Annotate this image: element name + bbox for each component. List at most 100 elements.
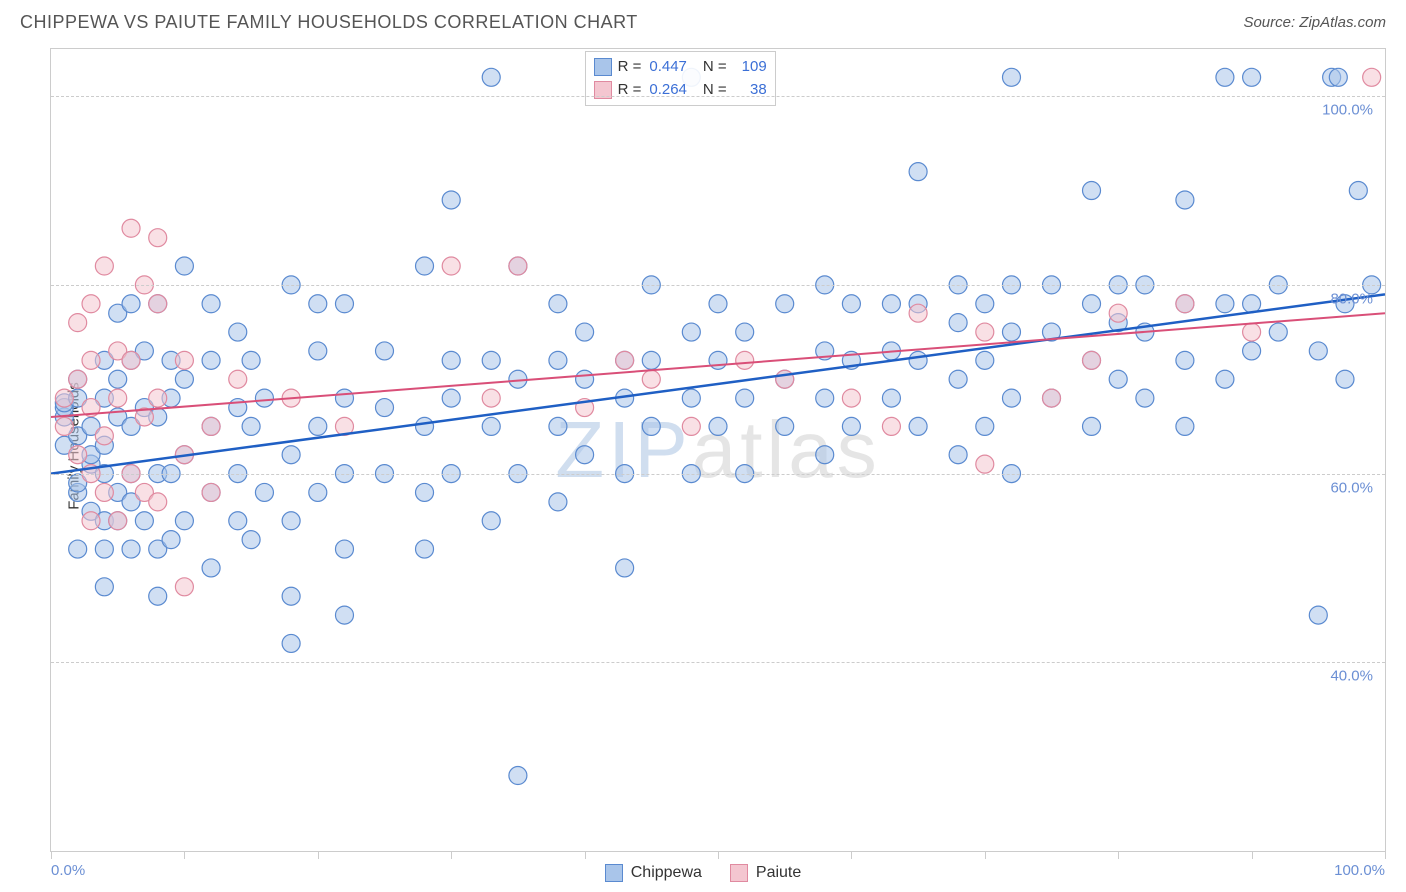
series-legend-item: Paiute bbox=[730, 864, 801, 882]
data-point bbox=[69, 370, 87, 388]
data-point bbox=[335, 295, 353, 313]
x-tick bbox=[1118, 851, 1119, 859]
data-point bbox=[229, 512, 247, 530]
data-point bbox=[175, 257, 193, 275]
data-point bbox=[442, 351, 460, 369]
data-point bbox=[1243, 342, 1261, 360]
data-point bbox=[909, 417, 927, 435]
data-point bbox=[1109, 370, 1127, 388]
data-point bbox=[376, 399, 394, 417]
data-point bbox=[162, 531, 180, 549]
data-point bbox=[1083, 417, 1101, 435]
data-point bbox=[482, 417, 500, 435]
data-point bbox=[416, 483, 434, 501]
data-point bbox=[482, 512, 500, 530]
data-point bbox=[816, 389, 834, 407]
data-point bbox=[1083, 351, 1101, 369]
data-point bbox=[842, 417, 860, 435]
data-point bbox=[842, 295, 860, 313]
x-tick bbox=[184, 851, 185, 859]
scatter-plot bbox=[51, 49, 1385, 851]
data-point bbox=[1269, 323, 1287, 341]
legend-r-value: 0.447 bbox=[649, 56, 687, 79]
legend-r-label: R = bbox=[618, 56, 642, 79]
data-point bbox=[1363, 68, 1381, 86]
data-point bbox=[682, 389, 700, 407]
data-point bbox=[149, 493, 167, 511]
data-point bbox=[416, 417, 434, 435]
data-point bbox=[242, 531, 260, 549]
data-point bbox=[229, 323, 247, 341]
data-point bbox=[842, 389, 860, 407]
data-point bbox=[682, 417, 700, 435]
data-point bbox=[549, 295, 567, 313]
trend-line bbox=[51, 294, 1385, 473]
data-point bbox=[282, 634, 300, 652]
data-point bbox=[549, 351, 567, 369]
data-point bbox=[1002, 389, 1020, 407]
data-point bbox=[1083, 295, 1101, 313]
chart-source: Source: ZipAtlas.com bbox=[1243, 14, 1386, 31]
data-point bbox=[202, 351, 220, 369]
x-tick bbox=[51, 851, 52, 859]
data-point bbox=[549, 493, 567, 511]
data-point bbox=[416, 257, 434, 275]
data-point bbox=[109, 370, 127, 388]
data-point bbox=[1216, 68, 1234, 86]
data-point bbox=[1176, 295, 1194, 313]
legend-r-label: R = bbox=[618, 79, 642, 102]
data-point bbox=[776, 417, 794, 435]
data-point bbox=[949, 370, 967, 388]
data-point bbox=[909, 304, 927, 322]
data-point bbox=[282, 512, 300, 530]
data-point bbox=[95, 257, 113, 275]
data-point bbox=[309, 483, 327, 501]
data-point bbox=[242, 351, 260, 369]
x-tick bbox=[1385, 851, 1386, 859]
data-point bbox=[175, 351, 193, 369]
chart-area: ZIPatlas R =0.447N =109R =0.264N =38 40.… bbox=[50, 48, 1386, 852]
legend-n-label: N = bbox=[703, 56, 727, 79]
data-point bbox=[149, 229, 167, 247]
data-point bbox=[335, 540, 353, 558]
data-point bbox=[642, 351, 660, 369]
data-point bbox=[482, 351, 500, 369]
data-point bbox=[122, 219, 140, 237]
data-point bbox=[442, 191, 460, 209]
series-legend-label: Chippewa bbox=[631, 864, 702, 882]
data-point bbox=[95, 540, 113, 558]
data-point bbox=[482, 68, 500, 86]
y-tick-label: 40.0% bbox=[1330, 668, 1373, 685]
data-point bbox=[82, 351, 100, 369]
data-point bbox=[442, 389, 460, 407]
x-tick bbox=[1252, 851, 1253, 859]
data-point bbox=[976, 455, 994, 473]
data-point bbox=[335, 389, 353, 407]
data-point bbox=[509, 767, 527, 785]
data-point bbox=[109, 389, 127, 407]
data-point bbox=[175, 370, 193, 388]
data-point bbox=[149, 389, 167, 407]
data-point bbox=[576, 446, 594, 464]
data-point bbox=[135, 512, 153, 530]
data-point bbox=[1216, 295, 1234, 313]
data-point bbox=[682, 323, 700, 341]
data-point bbox=[309, 342, 327, 360]
legend-swatch bbox=[605, 864, 623, 882]
legend-swatch bbox=[730, 864, 748, 882]
data-point bbox=[95, 427, 113, 445]
data-point bbox=[1043, 389, 1061, 407]
data-point bbox=[736, 351, 754, 369]
data-point bbox=[976, 417, 994, 435]
y-tick-label: 60.0% bbox=[1330, 479, 1373, 496]
data-point bbox=[149, 587, 167, 605]
data-point bbox=[976, 295, 994, 313]
data-point bbox=[1216, 370, 1234, 388]
data-point bbox=[309, 295, 327, 313]
data-point bbox=[1176, 417, 1194, 435]
data-point bbox=[282, 587, 300, 605]
correlation-legend: R =0.447N =109R =0.264N =38 bbox=[585, 51, 776, 106]
data-point bbox=[949, 314, 967, 332]
legend-n-value: 109 bbox=[735, 56, 767, 79]
data-point bbox=[122, 295, 140, 313]
